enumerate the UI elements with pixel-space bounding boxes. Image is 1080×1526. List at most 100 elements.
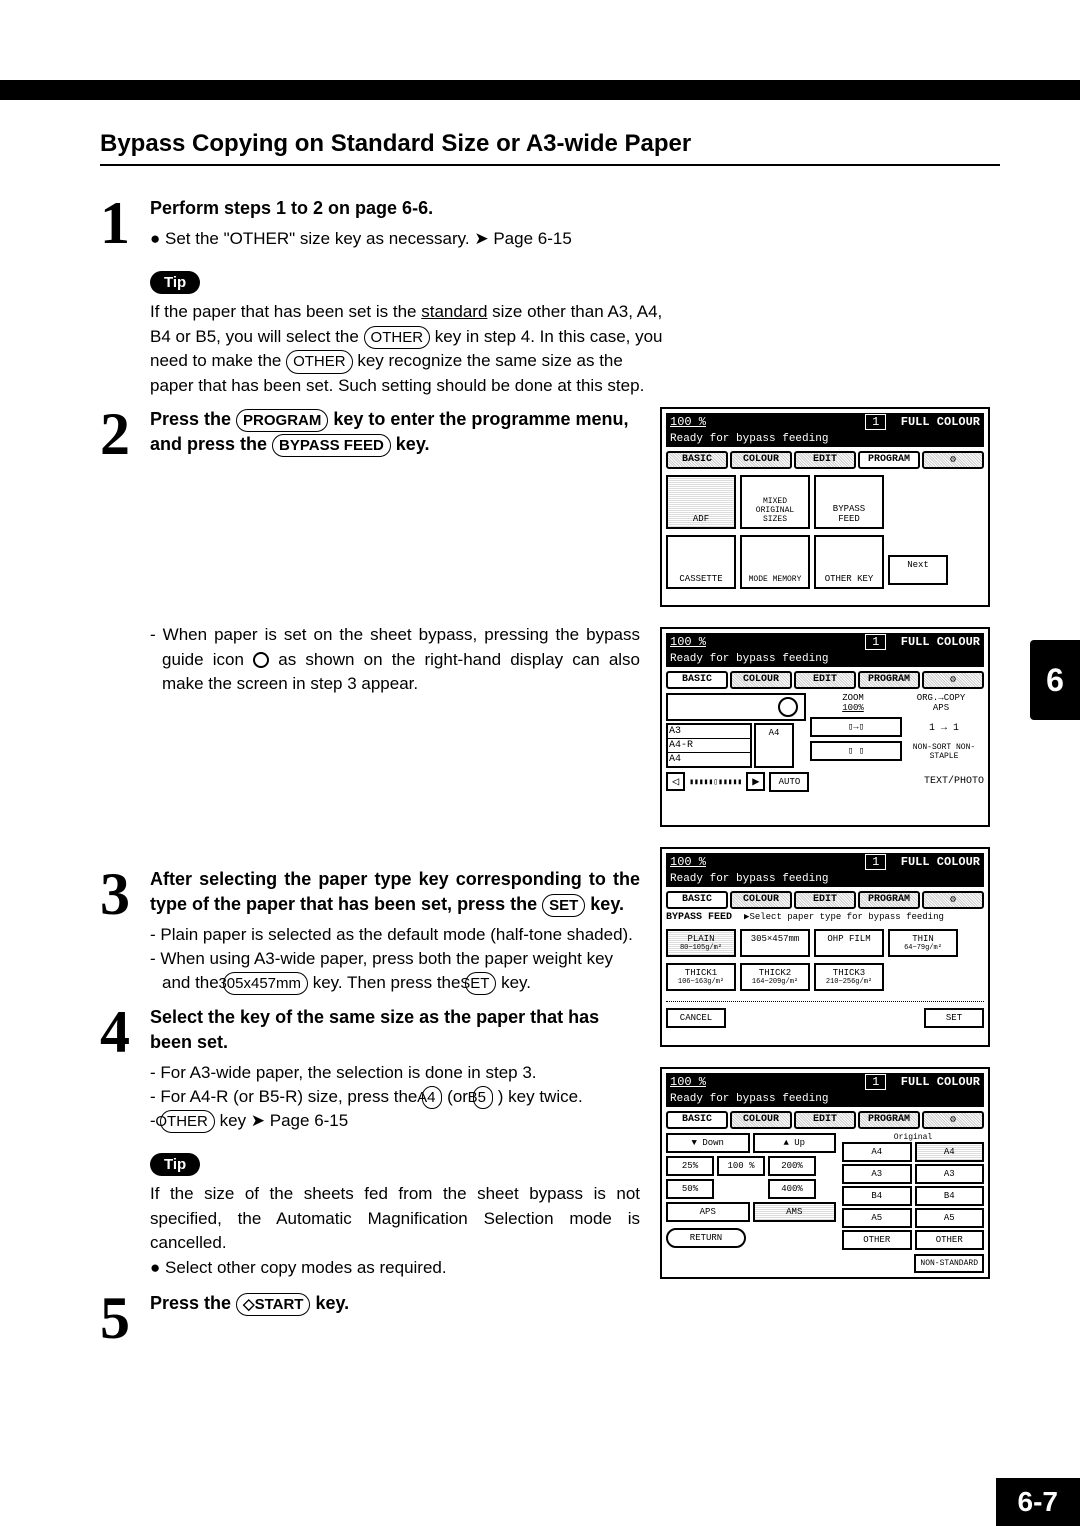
zoom-100-button[interactable]: 100 % bbox=[717, 1156, 765, 1176]
step-number: 5 bbox=[100, 1291, 150, 1345]
lcd-screen-basic: 100 % 1 FULL COLOUR Ready for bypass fee… bbox=[660, 627, 990, 827]
tab-colour[interactable]: COLOUR bbox=[730, 891, 792, 909]
size-a3-copy[interactable]: A3 bbox=[915, 1164, 985, 1184]
bypass-feed-button[interactable]: BYPASS FEED bbox=[814, 475, 884, 529]
down-button[interactable]: ▼ Down bbox=[666, 1133, 750, 1153]
size-a4-orig[interactable]: A4 bbox=[842, 1142, 912, 1162]
zoom-400-button[interactable]: 400% bbox=[768, 1179, 816, 1199]
mode-memory-button[interactable]: MODE MEMORY bbox=[740, 535, 810, 589]
tab-colour[interactable]: COLOUR bbox=[730, 671, 792, 689]
b5-key: B5 bbox=[473, 1086, 493, 1109]
size-a3-orig[interactable]: A3 bbox=[842, 1164, 912, 1184]
tab-colour[interactable]: COLOUR bbox=[730, 451, 792, 469]
step-number: 4 bbox=[100, 1005, 150, 1059]
ams-button[interactable]: AMS bbox=[753, 1202, 837, 1222]
next-button[interactable]: Next bbox=[888, 555, 948, 585]
step-number: 3 bbox=[100, 867, 150, 921]
step-4: 4 Select the key of the same size as the… bbox=[100, 1005, 640, 1133]
return-button[interactable]: RETURN bbox=[666, 1228, 746, 1248]
bypass-feed-key: BYPASS FEED bbox=[272, 434, 391, 457]
plain-button[interactable]: PLAIN80~105g/m² bbox=[666, 929, 736, 957]
tab-basic[interactable]: BASIC bbox=[666, 671, 728, 689]
step-1-head: Perform steps 1 to 2 on page 6-6. bbox=[150, 196, 1000, 221]
tab-settings-icon[interactable]: ⚙ bbox=[922, 1111, 984, 1129]
one-to-one-icon[interactable]: ▯→▯ bbox=[810, 717, 902, 737]
tab-program[interactable]: PROGRAM bbox=[858, 451, 920, 469]
mixed-sizes-button[interactable]: MIXED ORIGINAL SIZES bbox=[740, 475, 810, 529]
size-other-copy[interactable]: OTHER bbox=[915, 1230, 985, 1250]
tab-edit[interactable]: EDIT bbox=[794, 1111, 856, 1129]
tab-edit[interactable]: EDIT bbox=[794, 891, 856, 909]
tip-2-body: If the size of the sheets fed from the s… bbox=[150, 1182, 640, 1256]
aps-button[interactable]: APS bbox=[666, 1202, 750, 1222]
other-key: OTHER bbox=[364, 326, 431, 350]
thin-button[interactable]: THIN64~79g/m² bbox=[888, 929, 958, 957]
tab-program[interactable]: PROGRAM bbox=[858, 1111, 920, 1129]
step-5: 5 Press the ◇START key. bbox=[100, 1291, 640, 1345]
page-title: Bypass Copying on Standard Size or A3-wi… bbox=[100, 130, 1000, 166]
set-button[interactable]: SET bbox=[924, 1008, 984, 1028]
bypass-guide-icon[interactable] bbox=[778, 697, 798, 717]
status-text: Ready for bypass feeding bbox=[666, 431, 984, 447]
tab-colour[interactable]: COLOUR bbox=[730, 1111, 792, 1129]
tab-basic[interactable]: BASIC bbox=[666, 451, 728, 469]
tab-settings-icon[interactable]: ⚙ bbox=[922, 671, 984, 689]
zoom-25-button[interactable]: 25% bbox=[666, 1156, 714, 1176]
tip-badge: Tip bbox=[150, 1153, 200, 1176]
tab-edit[interactable]: EDIT bbox=[794, 451, 856, 469]
step-2-sub: When paper is set on the sheet bypass, p… bbox=[150, 623, 640, 697]
step-1: 1 Perform steps 1 to 2 on page 6-6. ● Se… bbox=[100, 196, 1000, 251]
other-key-button[interactable]: OTHER KEY bbox=[814, 535, 884, 589]
auto-button[interactable]: AUTO bbox=[769, 772, 809, 792]
program-key: PROGRAM bbox=[236, 409, 328, 432]
tab-basic[interactable]: BASIC bbox=[666, 891, 728, 909]
step-4-d1: For A3-wide paper, the selection is done… bbox=[162, 1061, 640, 1085]
up-button[interactable]: ▲ Up bbox=[753, 1133, 837, 1153]
size-305x457-button[interactable]: 305×457mm bbox=[740, 929, 810, 957]
zoom-percent: 100 % bbox=[670, 415, 706, 429]
step-2-head: Press the PROGRAM key to enter the progr… bbox=[150, 407, 640, 457]
thick3-button[interactable]: THICK3210~256g/m² bbox=[814, 963, 884, 991]
step-3: 3 After selecting the paper type key cor… bbox=[100, 867, 640, 995]
size-b4-copy[interactable]: B4 bbox=[915, 1186, 985, 1206]
paper-a4-button[interactable]: A4 bbox=[754, 723, 794, 768]
ohp-film-button[interactable]: OHP FILM bbox=[814, 929, 884, 957]
size-a4-copy[interactable]: A4 bbox=[915, 1142, 985, 1162]
step-4-head: Select the key of the same size as the p… bbox=[150, 1005, 640, 1055]
tab-settings-icon[interactable]: ⚙ bbox=[922, 451, 984, 469]
tip-2-bullet: ● Select other copy modes as required. bbox=[150, 1256, 640, 1281]
thick2-button[interactable]: THICK2164~209g/m² bbox=[740, 963, 810, 991]
lcd-screen-bypass-feed: 100 % 1 FULL COLOUR Ready for bypass fee… bbox=[660, 847, 990, 1047]
step-3-head: After selecting the paper type key corre… bbox=[150, 867, 640, 917]
step-2: 2 Press the PROGRAM key to enter the pro… bbox=[100, 407, 640, 463]
cancel-button[interactable]: CANCEL bbox=[666, 1008, 726, 1028]
tab-edit[interactable]: EDIT bbox=[794, 671, 856, 689]
start-key: ◇START bbox=[236, 1293, 310, 1316]
next-icon[interactable]: ▶ bbox=[746, 772, 765, 791]
paper-a4[interactable]: A4 bbox=[668, 753, 750, 766]
lcd-screen-size-select: 100 % 1 FULL COLOUR Ready for bypass fee… bbox=[660, 1067, 990, 1279]
tab-program[interactable]: PROGRAM bbox=[858, 671, 920, 689]
zoom-200-button[interactable]: 200% bbox=[768, 1156, 816, 1176]
tab-settings-icon[interactable]: ⚙ bbox=[922, 891, 984, 909]
adf-button[interactable]: ADF bbox=[666, 475, 736, 529]
paper-a4r[interactable]: A4-R bbox=[668, 739, 750, 753]
prev-icon[interactable]: ◁ bbox=[666, 772, 685, 791]
set-key: SET bbox=[465, 972, 496, 995]
tip-1-body: If the paper that has been set is the st… bbox=[150, 300, 670, 399]
paper-a3[interactable]: A3 bbox=[668, 725, 750, 739]
non-standard-button[interactable]: NON-STANDARD bbox=[914, 1254, 984, 1273]
a4-key: A4 bbox=[422, 1086, 442, 1109]
sort-icon[interactable]: ▯ ▯ bbox=[810, 741, 902, 761]
tab-basic[interactable]: BASIC bbox=[666, 1111, 728, 1129]
size-key: 305x457mm bbox=[223, 972, 308, 995]
size-a5-orig[interactable]: A5 bbox=[842, 1208, 912, 1228]
thick1-button[interactable]: THICK1106~163g/m² bbox=[666, 963, 736, 991]
size-a5-copy[interactable]: A5 bbox=[915, 1208, 985, 1228]
zoom-50-button[interactable]: 50% bbox=[666, 1179, 714, 1199]
cassette-button[interactable]: CASSETTE bbox=[666, 535, 736, 589]
step-3-d2: When using A3-wide paper, press both the… bbox=[162, 947, 640, 995]
tab-program[interactable]: PROGRAM bbox=[858, 891, 920, 909]
size-b4-orig[interactable]: B4 bbox=[842, 1186, 912, 1206]
size-other-orig[interactable]: OTHER bbox=[842, 1230, 912, 1250]
